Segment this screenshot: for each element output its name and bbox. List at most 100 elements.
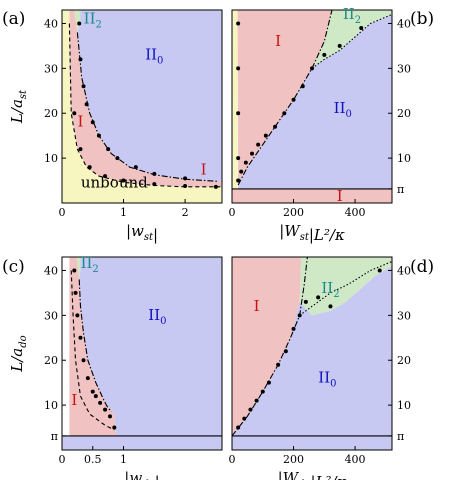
panel-c: 0 0.5 1 π 10 20 30 40 |wdo| L/ado II2 II0 I (c) — [2, 254, 223, 480]
y-tick-label: 20 — [397, 107, 411, 120]
data-point — [236, 21, 241, 26]
y-tick-label: 30 — [44, 309, 58, 322]
plot-frame — [61, 256, 223, 451]
region-label: II2 — [321, 279, 339, 300]
data-point — [72, 268, 77, 273]
y-tick-label: 40 — [397, 264, 411, 277]
x-tick-label: 2 — [182, 206, 189, 219]
y-tick-label: 10 — [44, 399, 58, 412]
data-point — [73, 290, 78, 295]
region-label: II0 — [318, 369, 336, 390]
boundary-dashdot — [232, 257, 308, 437]
region-ii2 — [74, 10, 81, 33]
y-tick-label: 10 — [44, 152, 58, 165]
data-point — [328, 304, 333, 309]
x-tick-label: 0 — [229, 453, 236, 466]
data-point — [236, 66, 241, 71]
x-tick-label: 1 — [120, 453, 127, 466]
region-label: I — [275, 32, 281, 50]
data-point — [316, 295, 321, 300]
x-tick-label: 400 — [345, 206, 366, 219]
region-label: II0 — [145, 45, 163, 66]
region-ii2 — [299, 257, 392, 316]
data-point — [90, 389, 95, 394]
y-tick-label: π — [397, 183, 404, 196]
region-i — [237, 10, 332, 189]
data-point — [282, 111, 287, 116]
panel-label: (a) — [2, 9, 25, 29]
data-point — [87, 165, 92, 170]
region-label: I — [337, 187, 343, 205]
y-tick-label: 20 — [397, 354, 411, 367]
panel-label: (b) — [410, 9, 434, 29]
region-label: I — [77, 113, 83, 131]
data-point — [254, 398, 259, 403]
region-unbound — [232, 10, 238, 189]
region-fill — [232, 435, 392, 450]
region-ii0 — [232, 265, 392, 436]
data-point — [152, 182, 157, 187]
x-tick-label: 200 — [283, 453, 304, 466]
data-point — [81, 358, 86, 363]
data-point — [236, 425, 241, 430]
x-axis-title: |wst| — [126, 222, 158, 244]
panel-b: 0 200 400 π 10 20 30 40 |Wst|L²/κ I II2 II0 I (b) — [229, 5, 435, 244]
y-tick-label: 20 — [44, 354, 58, 367]
x-tick-label: 0 — [59, 453, 66, 466]
region-label: unbound — [81, 173, 148, 191]
data-point — [337, 43, 342, 48]
data-point — [183, 176, 188, 181]
data-point — [266, 380, 271, 385]
x-tick-label: 0.5 — [84, 453, 102, 466]
data-point — [239, 169, 244, 174]
data-point — [291, 97, 296, 102]
y-tick-label: 20 — [44, 107, 58, 120]
region-ii0 — [238, 14, 392, 189]
data-point — [291, 326, 296, 331]
panel-d: 0 200 400 π 10 20 30 40 |Wdo|L²/κ I II2 II0 (d) — [229, 256, 434, 480]
data-point — [248, 407, 253, 412]
data-point — [297, 313, 302, 318]
data-point — [276, 362, 281, 367]
data-point — [85, 376, 90, 381]
data-point — [263, 133, 268, 138]
data-point — [300, 84, 305, 89]
x-tick-label: 200 — [283, 206, 304, 219]
boundary-dashed — [70, 270, 115, 431]
y-tick-label: 30 — [397, 62, 411, 75]
data-point — [78, 335, 83, 340]
y-tick-label: 10 — [397, 399, 411, 412]
region-label: I — [71, 391, 77, 409]
x-tick-label: 400 — [345, 453, 366, 466]
y-tick-label: 10 — [397, 152, 411, 165]
data-point — [121, 178, 126, 183]
data-point — [108, 414, 112, 419]
data-point — [250, 151, 254, 156]
data-point — [81, 84, 86, 89]
y-tick-label: 40 — [44, 264, 58, 277]
boundary-dashdot — [76, 32, 219, 183]
panel-label: (d) — [410, 257, 434, 277]
data-point — [96, 133, 101, 138]
data-point — [90, 120, 95, 125]
x-axis-title: |wdo| — [124, 469, 159, 480]
region-label: I — [201, 160, 207, 178]
y-tick-label: π — [51, 430, 58, 443]
data-point — [103, 174, 108, 179]
y-tick-label: 30 — [44, 62, 58, 75]
region-label: I — [254, 297, 260, 315]
data-point — [283, 349, 288, 354]
region-label: II2 — [84, 9, 102, 30]
region-i — [232, 188, 392, 203]
data-point — [78, 57, 83, 62]
data-point — [183, 183, 188, 188]
data-point — [93, 394, 98, 399]
boundary-dotted — [311, 13, 392, 69]
data-point — [75, 313, 80, 318]
data-point — [243, 160, 248, 165]
data-point — [103, 407, 108, 412]
data-point — [242, 416, 247, 421]
plot-frame — [231, 9, 393, 204]
